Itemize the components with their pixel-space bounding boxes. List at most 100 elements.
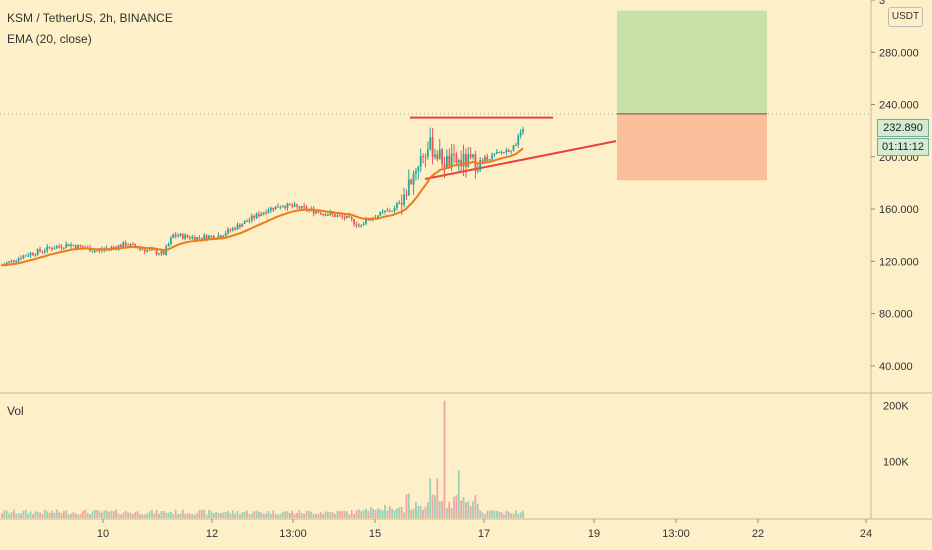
volume-bar (153, 513, 156, 518)
candle-body (241, 223, 244, 227)
volume-bar (67, 514, 70, 518)
volume-bar (465, 502, 467, 518)
candle-body (398, 202, 401, 204)
candle-body (393, 207, 396, 211)
volume-bar (203, 509, 206, 518)
candle-body (479, 159, 482, 171)
volume-bar (348, 514, 351, 518)
volume-bar (101, 512, 103, 518)
volume-bar (374, 509, 377, 518)
candle-body (112, 246, 115, 248)
candle-body (255, 213, 258, 218)
volume-bar (353, 513, 355, 518)
candle-body (196, 237, 198, 241)
candle-body (517, 135, 520, 146)
candle-body (429, 137, 432, 150)
volume-bar (122, 512, 125, 518)
volume-bar (51, 510, 53, 518)
candle-body (43, 250, 46, 252)
ema-legend[interactable]: EMA (20, close) (7, 32, 92, 46)
volume-bar (334, 513, 336, 518)
volume-bar (127, 512, 129, 518)
volume-bar (486, 510, 489, 518)
stop-zone (617, 113, 767, 181)
volume-bar (522, 510, 524, 518)
volume-bar (117, 513, 120, 518)
candle-body (65, 243, 68, 248)
volume-bar (39, 512, 41, 518)
candle-body (379, 211, 382, 216)
volume-bar (467, 501, 470, 518)
candle-body (60, 246, 63, 248)
candle-body (208, 235, 210, 240)
volume-bar (441, 501, 444, 518)
volume-bar (86, 512, 89, 518)
last-price-tag: 232.890 (877, 119, 929, 137)
volume-bar (305, 510, 308, 518)
volume-bar (512, 513, 515, 518)
candle-body (117, 245, 120, 249)
volume-legend[interactable]: Vol (7, 404, 24, 418)
candle-body (250, 215, 253, 220)
volume-bar (143, 514, 146, 518)
candle-body (507, 150, 510, 152)
candle-body (469, 154, 472, 158)
symbol-legend[interactable]: KSM / TetherUS, 2h, BINANCE (7, 11, 173, 25)
volume-bar (248, 514, 251, 518)
volume-bar (55, 509, 58, 518)
volume-bar (212, 512, 215, 518)
volume-bar (89, 514, 91, 518)
volume-bar (415, 501, 417, 518)
candle-body (365, 218, 367, 224)
volume-bar (286, 511, 289, 518)
volume-bar (445, 507, 448, 518)
volume-bar (346, 511, 348, 518)
volume-bar (262, 513, 265, 518)
volume-bar (224, 511, 227, 518)
candle-body (362, 223, 365, 226)
volume-bar (105, 510, 108, 518)
volume-bar (205, 514, 208, 518)
volume-bar (431, 494, 434, 518)
candle-body (296, 204, 298, 207)
volume-bar (72, 512, 75, 518)
candle-body (488, 159, 491, 161)
candle-body (143, 249, 146, 252)
candle-body (1, 265, 3, 267)
volume-bar (115, 509, 118, 518)
candle-body (514, 145, 517, 147)
volume-bar (24, 509, 27, 518)
volume-bar (36, 512, 39, 518)
volume-bar (491, 510, 493, 518)
volume-bar (350, 509, 353, 518)
x-tick-label: 22 (752, 528, 764, 540)
volume-bar (338, 511, 341, 518)
candle-body (186, 234, 189, 237)
volume-bar (410, 509, 413, 518)
volume-bar (357, 509, 360, 518)
volume-bar (481, 512, 484, 518)
candle-body (77, 245, 80, 249)
volume-bar (246, 510, 248, 518)
candle-body (319, 212, 322, 215)
volume-bar (179, 513, 182, 518)
volume-bar (505, 510, 508, 518)
volume-bar (298, 509, 301, 518)
volume-bar (317, 513, 320, 518)
candle-body (189, 236, 191, 239)
x-tick-label: 12 (206, 528, 218, 540)
candle-body (434, 154, 436, 158)
candle-body (286, 203, 289, 208)
candle-body (177, 235, 179, 237)
candle-body (476, 170, 479, 172)
currency-badge[interactable]: USDT (888, 7, 923, 27)
x-tick-label: 24 (860, 528, 872, 540)
volume-bar (398, 507, 401, 518)
volume-bar (303, 513, 306, 518)
volume-bar (96, 510, 99, 518)
candle-body (341, 215, 344, 217)
candle-body (346, 215, 348, 219)
volume-bar (77, 514, 80, 518)
